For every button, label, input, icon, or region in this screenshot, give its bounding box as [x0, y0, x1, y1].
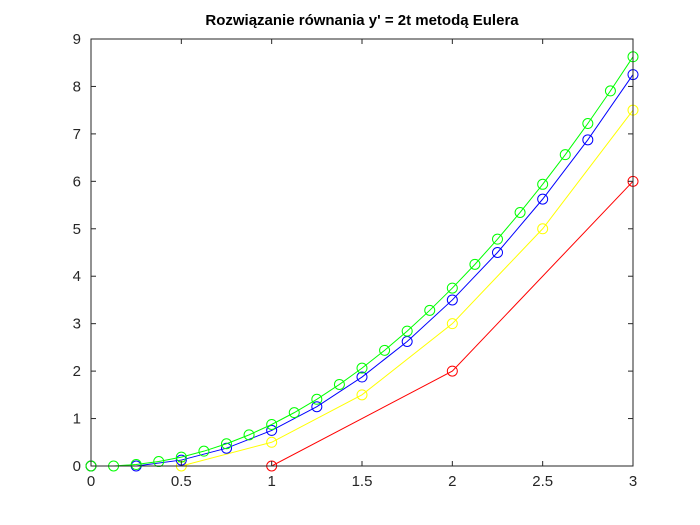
series-4-point	[424, 304, 436, 316]
y-tick-label: 0	[73, 458, 81, 475]
y-tick-label: 8	[73, 78, 81, 95]
series-3-point	[492, 247, 503, 258]
x-tick-label: 1.5	[352, 473, 373, 490]
series-4	[85, 51, 639, 472]
y-tick-label: 3	[73, 316, 81, 333]
series-4-point	[604, 85, 616, 97]
series-4-point	[243, 429, 255, 441]
series-4-point	[311, 393, 323, 405]
series-4-point	[198, 445, 210, 457]
series-4-point	[333, 378, 345, 390]
series-4-point	[130, 459, 142, 471]
series-2-point	[537, 223, 549, 235]
y-tick-label: 7	[73, 126, 81, 143]
series-2-point	[356, 389, 368, 401]
y-tick-label: 2	[73, 363, 81, 380]
series-4-point	[582, 118, 594, 130]
series-4-point	[356, 362, 368, 374]
series-4-point	[559, 149, 571, 161]
x-tick-label: 2	[448, 473, 456, 490]
y-tick-label: 5	[73, 221, 81, 238]
series-4-point	[446, 282, 458, 294]
chart-title: Rozwiązanie równania y' = 2t metodą Eule…	[205, 12, 519, 29]
y-tick-label: 9	[73, 31, 81, 48]
x-tick-label: 0	[87, 473, 95, 490]
y-tick-label: 6	[73, 173, 81, 190]
series-4-point	[492, 233, 503, 245]
series-3	[85, 69, 639, 472]
series-3-line	[91, 74, 634, 467]
series-2-point	[446, 318, 458, 330]
series-3-point	[311, 401, 323, 413]
series-3-point	[356, 371, 368, 383]
series-1-point	[446, 365, 458, 377]
y-tick-label: 1	[73, 411, 81, 428]
series-2-point	[266, 436, 278, 448]
axes: 0 0.5 1 1.5 2 2.5 3 0 1 2 3 4 5 6 7 8 9	[73, 31, 638, 490]
series-4-point	[221, 438, 232, 450]
series-4-point	[288, 407, 300, 419]
series-4-point	[514, 206, 526, 218]
series-3-point	[221, 442, 232, 454]
series-3-point	[537, 193, 549, 205]
series-4-point	[266, 418, 278, 430]
y-tick-label: 4	[73, 268, 81, 285]
series-4-point	[401, 325, 413, 337]
series-3-point	[446, 294, 458, 306]
series-4-point	[153, 456, 165, 468]
series-3-point	[582, 134, 594, 146]
x-tick-label: 3	[629, 473, 637, 490]
series-3-point	[266, 424, 278, 436]
series-4-point	[379, 344, 391, 356]
x-tick-label: 1	[267, 473, 275, 490]
series-4-point	[469, 258, 481, 270]
plot-area	[91, 39, 633, 466]
x-tick-label: 0.5	[171, 473, 192, 490]
series-4-line	[91, 56, 634, 467]
x-tick-label: 2.5	[532, 473, 553, 490]
series-layer	[85, 51, 639, 472]
series-4-point	[537, 178, 549, 190]
